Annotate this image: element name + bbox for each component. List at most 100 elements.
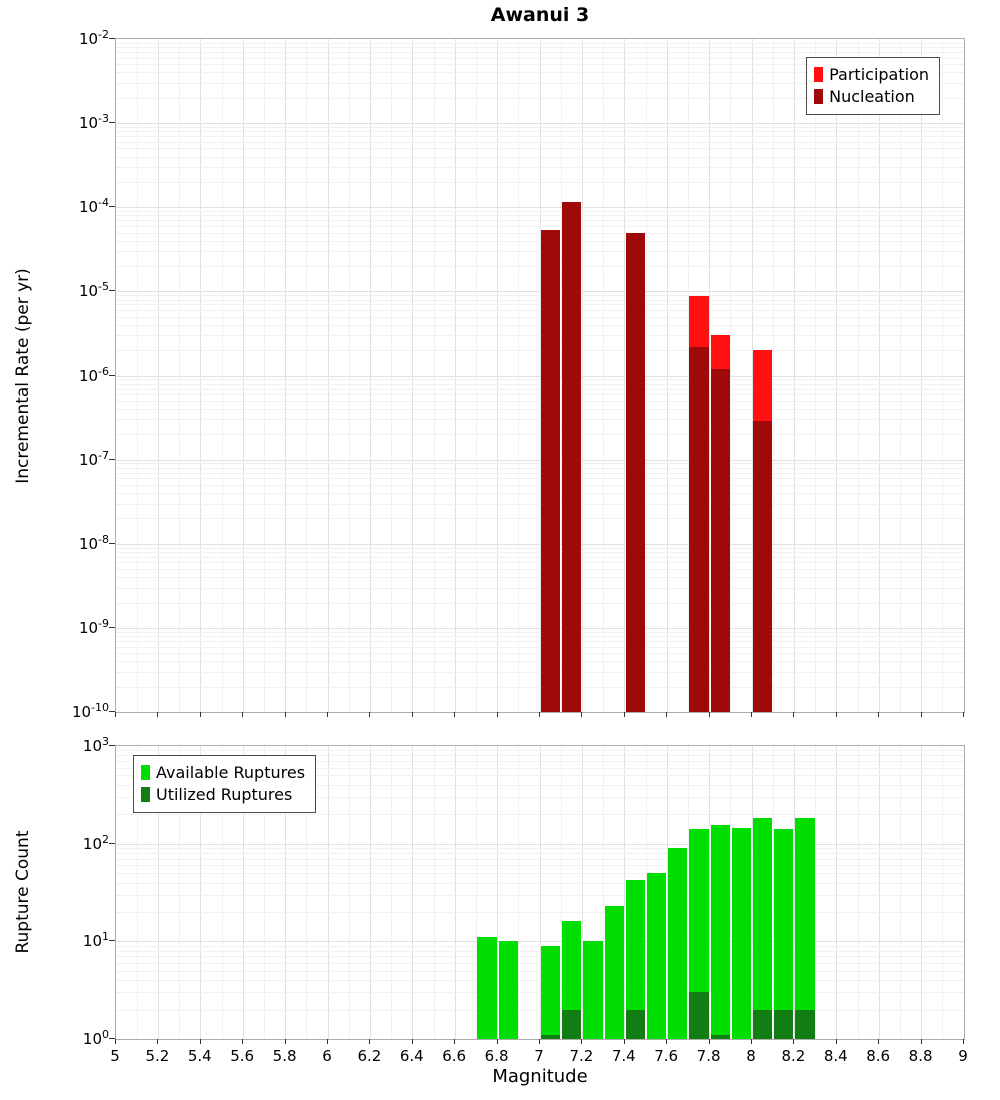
rate-legend: Participation Nucleation <box>806 57 940 115</box>
gridline-vertical <box>709 746 711 1039</box>
x-tick-label: 7.4 <box>611 1047 636 1065</box>
x-tick-mark <box>623 1039 625 1044</box>
gridline-horizontal-minor <box>116 335 964 337</box>
gridline-horizontal-minor <box>116 478 964 480</box>
gridline-vertical <box>687 746 689 1039</box>
gridline-vertical <box>560 746 562 1039</box>
gridline-vertical <box>581 746 583 1039</box>
y-tick-mark <box>109 1038 115 1039</box>
x-tick-mark <box>115 712 116 717</box>
gridline-vertical <box>263 746 265 1039</box>
available-ruptures-swatch-icon <box>141 765 150 780</box>
x-tick-mark <box>751 1039 752 1044</box>
chart-title: Awanui 3 <box>490 4 590 26</box>
gridline-horizontal-minor <box>116 57 964 59</box>
gridline-vertical <box>157 746 159 1039</box>
gridline-vertical <box>391 746 393 1039</box>
x-tick-mark <box>496 712 498 717</box>
gridline-horizontal-minor <box>116 472 964 474</box>
gridline-horizontal-minor <box>116 853 964 855</box>
y-tick-mark <box>109 842 115 844</box>
x-tick-mark <box>242 712 244 717</box>
count-panel: Available Ruptures Utilized Ruptures <box>115 745 965 1040</box>
gridline-vertical <box>921 746 923 1039</box>
gridline-vertical <box>751 746 753 1039</box>
gridline-horizontal-minor <box>116 661 964 663</box>
gridline-horizontal-minor <box>116 47 964 49</box>
gridline-horizontal-minor <box>116 379 964 381</box>
bar-available-ruptures <box>647 873 667 1039</box>
utilized-ruptures-swatch-icon <box>141 787 150 802</box>
x-tick-mark <box>496 1039 498 1044</box>
gridline-vertical <box>221 746 223 1039</box>
y-tick-label: 102 <box>82 832 109 853</box>
gridline-horizontal-minor <box>116 814 964 816</box>
x-tick-label: 7.6 <box>654 1047 679 1065</box>
gridline-vertical <box>899 746 901 1039</box>
x-tick-mark <box>411 1039 413 1044</box>
legend-item-utilized-ruptures: Utilized Ruptures <box>141 785 305 804</box>
y-tick-mark <box>109 542 115 544</box>
gridline-vertical <box>454 746 456 1039</box>
gridline-vertical <box>878 746 880 1039</box>
gridline-vertical <box>179 746 181 1039</box>
x-tick-mark <box>539 1039 540 1044</box>
legend-label-utilized-ruptures: Utilized Ruptures <box>156 785 293 804</box>
y-tick-label: 10-7 <box>78 448 109 469</box>
bar-utilized-ruptures <box>689 992 709 1039</box>
x-tick-mark <box>327 1039 328 1044</box>
gridline-horizontal <box>116 459 964 461</box>
y-tick-mark <box>109 38 115 39</box>
x-tick-mark <box>369 1039 371 1044</box>
x-tick-label: 5.4 <box>187 1047 212 1065</box>
gridline-horizontal-minor <box>116 761 964 763</box>
gridline-horizontal-minor <box>116 980 964 982</box>
gridline-horizontal-minor <box>116 52 964 54</box>
gridline-horizontal-minor <box>116 551 964 553</box>
gridline-horizontal-minor <box>116 911 964 913</box>
gridline-horizontal-minor <box>116 310 964 312</box>
gridline-vertical <box>730 746 732 1039</box>
gridline-horizontal <box>116 375 964 377</box>
x-tick-mark <box>751 712 752 717</box>
gridline-horizontal-minor <box>116 556 964 558</box>
y-tick-label: 10-10 <box>71 701 109 721</box>
gridline-vertical <box>412 746 414 1039</box>
gridline-vertical <box>666 746 668 1039</box>
bar-utilized-ruptures <box>541 1035 561 1039</box>
gridline-horizontal-minor <box>116 266 964 268</box>
x-tick-mark <box>327 712 328 717</box>
gridline-vertical <box>793 746 795 1039</box>
x-tick-mark <box>920 712 922 717</box>
count-legend: Available Ruptures Utilized Ruptures <box>133 755 317 813</box>
bar-available-ruptures <box>477 937 497 1039</box>
x-tick-label: 7 <box>534 1047 544 1065</box>
gridline-horizontal <box>116 123 964 125</box>
gridline-horizontal-minor <box>116 156 964 158</box>
bar-nucleation <box>710 368 730 712</box>
bar-nucleation <box>625 232 645 712</box>
gridline-horizontal-minor <box>116 350 964 352</box>
x-tick-mark <box>157 1039 159 1044</box>
gridline-horizontal-minor <box>116 865 964 867</box>
gridline-horizontal <box>116 543 964 545</box>
x-tick-mark <box>581 712 583 717</box>
legend-item-participation: Participation <box>814 65 929 84</box>
gridline-vertical <box>136 746 138 1039</box>
gridline-horizontal-minor <box>116 181 964 183</box>
y-tick-mark <box>109 458 115 460</box>
x-tick-label: 5 <box>110 1047 120 1065</box>
bar-available-ruptures <box>625 880 645 1039</box>
y-tick-label: 10-9 <box>78 616 109 637</box>
gridline-horizontal-minor <box>116 755 964 757</box>
gridline-horizontal-minor <box>116 640 964 642</box>
gridline-horizontal-minor <box>116 686 964 688</box>
legend-label-available-ruptures: Available Ruptures <box>156 763 306 782</box>
gridline-vertical <box>200 746 202 1039</box>
x-tick-mark <box>157 712 159 717</box>
x-tick-mark <box>284 712 286 717</box>
gridline-horizontal-minor <box>116 518 964 520</box>
x-tick-mark <box>411 712 413 717</box>
gridline-horizontal-minor <box>116 797 964 799</box>
gridline-horizontal-minor <box>116 408 964 410</box>
